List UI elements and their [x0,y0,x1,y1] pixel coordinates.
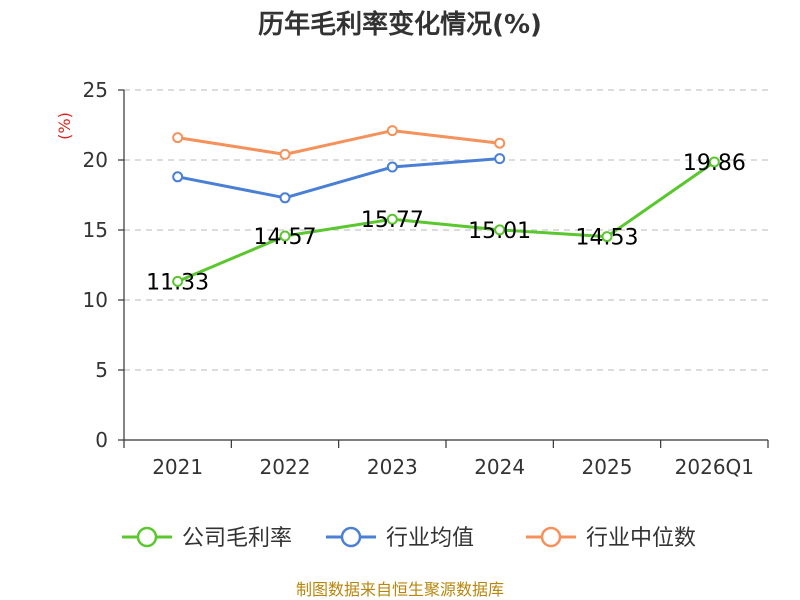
data-point [279,192,291,204]
x-tick-label: 2025 [582,455,633,479]
legend-marker [136,526,158,548]
data-label: 14.53 [576,226,639,251]
legend-marker [340,526,362,548]
y-axis-label: (%) [55,112,74,140]
series-line [177,129,500,156]
x-tick-label: 2022 [260,455,311,479]
source-note: 制图数据来自恒生聚源数据库 [295,580,504,599]
y-tick-label: 0 [95,428,108,452]
legend-entry: 公司毛利率 [182,526,292,551]
data-label: 15.77 [361,208,424,233]
data-point [601,231,613,243]
x-tick-label: 2026Q1 [675,455,754,479]
data-point [172,132,184,144]
data-point [279,148,291,160]
series-line [177,157,500,200]
legend-marker [540,526,562,548]
x-tick-label: 2021 [152,455,203,479]
data-label: 19.86 [683,151,746,176]
data-point [386,125,398,137]
y-tick-label: 10 [83,288,108,312]
y-tick-label: 25 [83,78,108,102]
y-tick-label: 15 [83,218,108,242]
chart-title: 历年毛利率变化情况(%) [258,10,542,40]
data-point [386,213,398,225]
data-labels: 11.33 14.57 15.77 15.01 14.53 19.86 [146,151,746,295]
data-point [494,224,506,236]
y-tick-label: 20 [83,148,108,172]
y-tick-label: 5 [95,358,108,382]
data-label: 11.33 [146,270,209,295]
series-lines [172,125,720,287]
legend: 公司毛利率 行业均值 行业中位数 [122,526,696,551]
legend-entry: 行业中位数 [586,526,696,551]
series-line [177,160,716,283]
x-tick-label: 2024 [474,455,525,479]
x-tick-label: 2023 [367,455,418,479]
data-label: 15.01 [468,219,531,244]
legend-entry: 行业均值 [386,526,474,551]
data-point [172,171,184,183]
data-point [279,230,291,242]
data-point [708,156,720,168]
data-point [386,161,398,173]
grid-lines [124,89,768,371]
data-point [172,275,184,287]
data-point [494,137,506,149]
data-label: 14.57 [254,225,317,250]
data-point [494,153,506,165]
